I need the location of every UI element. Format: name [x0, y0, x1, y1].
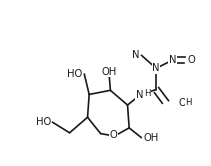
Text: O: O [110, 130, 118, 140]
Text: OH: OH [143, 133, 158, 143]
Text: H: H [185, 98, 192, 107]
Text: O: O [187, 55, 195, 65]
Text: N: N [152, 63, 160, 73]
Text: H: H [144, 89, 151, 98]
Text: HO: HO [67, 69, 83, 79]
Text: OH: OH [101, 67, 116, 77]
Text: N: N [136, 90, 143, 100]
Text: N: N [169, 55, 176, 65]
Text: HO: HO [36, 117, 51, 127]
Text: O: O [179, 98, 187, 108]
Text: N: N [132, 50, 140, 60]
